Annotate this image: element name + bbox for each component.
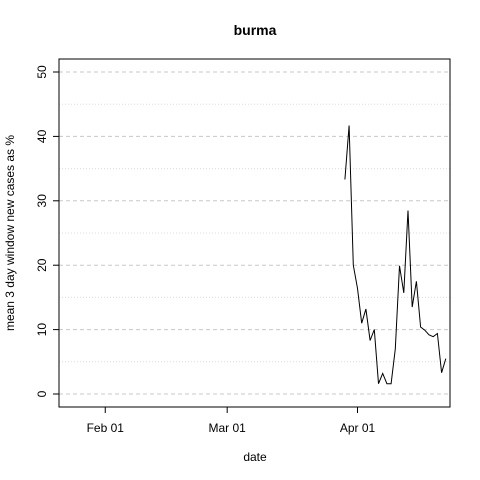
y-axis: 0 10 20 30 40 50 [35,65,59,397]
y-tick-label: 10 [35,323,49,337]
series-line [344,125,447,385]
x-tick-label: Feb 01 [87,421,125,435]
plot-frame [58,58,451,408]
x-axis: Feb 01 Mar 01 Apr 01 [87,407,376,435]
y-tick-label: 0 [35,390,49,397]
x-tick-label: Mar 01 [208,421,246,435]
y-axis-label: mean 3 day window new cases as % [3,135,17,331]
series-group [344,125,447,385]
y-tick-label: 50 [35,65,49,79]
y-tick-label: 40 [35,129,49,143]
y-tick-label: 20 [35,258,49,272]
y-tick-label: 30 [35,194,49,208]
x-tick-label: Apr 01 [340,421,376,435]
grid [59,71,450,395]
x-axis-label: date [243,450,267,464]
chart-title: burma [234,22,277,38]
